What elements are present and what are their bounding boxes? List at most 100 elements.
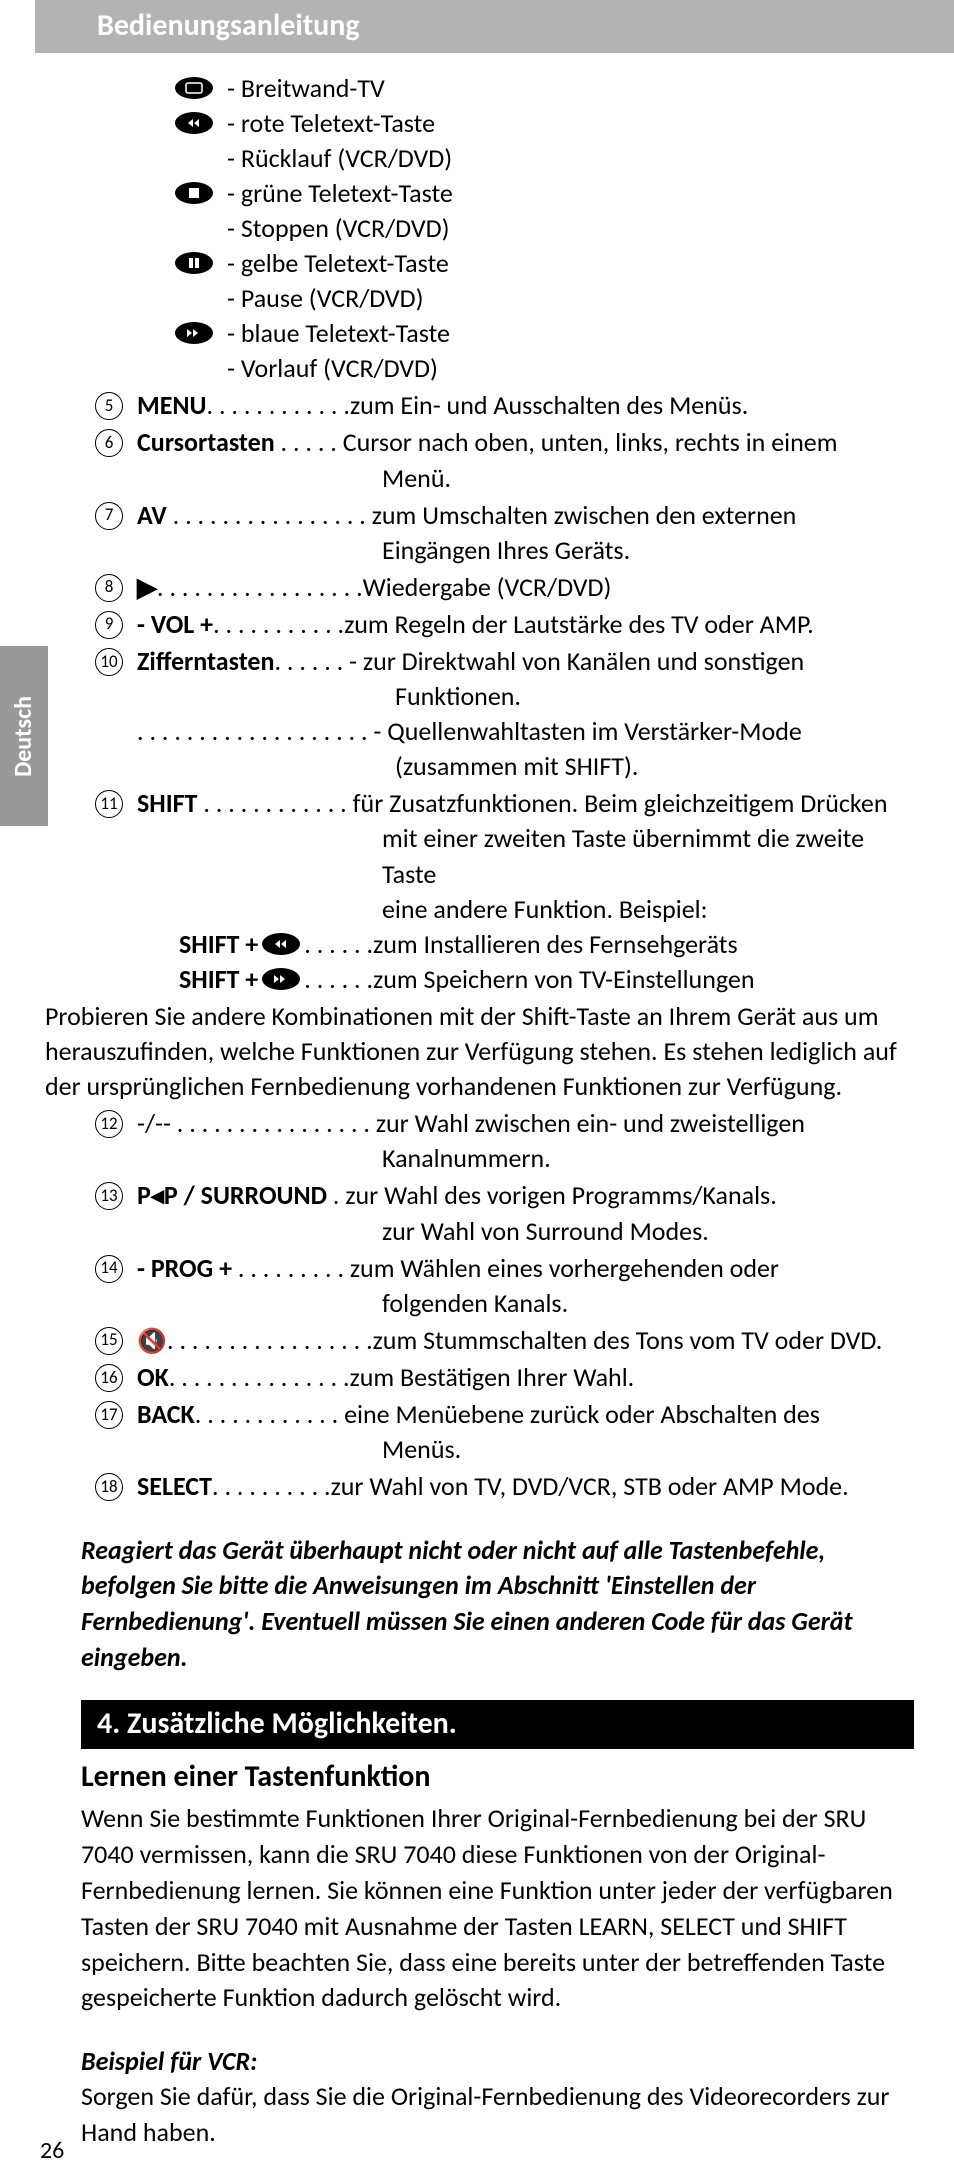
- row-desc: zur Wahl von TV, DVD/VCR, STB oder AMP M…: [331, 1469, 914, 1504]
- play-icon: ▶: [137, 570, 157, 605]
- function-row: 12 -/-- . . . . . . . . . . . . . . . . …: [95, 1106, 914, 1176]
- row-desc: zum Regeln der Lautstärke des TV oder AM…: [344, 607, 914, 642]
- shift-prefix: SHIFT +: [179, 927, 258, 962]
- teletext-row: - Breitwand-TV: [95, 71, 914, 106]
- row-number: 13: [95, 1182, 123, 1210]
- teletext-line: - blaue Teletext-Taste: [227, 316, 914, 351]
- body-paragraph: Sorgen Sie dafür, dass Sie die Original-…: [81, 2079, 914, 2151]
- shift-combo-row: SHIFT + . . . . . . zum Installieren des…: [95, 927, 914, 962]
- row-label: SHIFT: [137, 787, 197, 819]
- forward-icon: [262, 968, 300, 990]
- dots: . . . . . . . . . . . . . . . . .: [157, 570, 363, 605]
- dots: . . . . . . . . . . . . . . .: [169, 1360, 350, 1395]
- function-row: 5 MENU . . . . . . . . . . . . zum Ein- …: [95, 388, 914, 423]
- row-label: - PROG +: [137, 1252, 232, 1284]
- row-number: 9: [95, 611, 123, 639]
- row-label: MENU: [137, 388, 207, 423]
- example-heading: Beispiel für VCR:: [81, 2044, 914, 2079]
- rewind-icon: [262, 933, 300, 955]
- teletext-row: - blaue Teletext-Taste - Vorlauf (VCR/DV…: [95, 316, 914, 386]
- row-label: -/--: [137, 1107, 171, 1139]
- row-desc-cont: Menüs.: [137, 1432, 914, 1467]
- function-row: 8 ▶ . . . . . . . . . . . . . . . . . Wi…: [95, 570, 914, 605]
- dots: . . . . . . . . . .: [212, 1469, 331, 1504]
- row-label: SELECT: [137, 1469, 212, 1504]
- dots: . . . . . .: [304, 927, 373, 962]
- section-heading: 4. Zusätzliche Möglichkeiten.: [81, 1700, 914, 1749]
- mute-icon: 🔇: [137, 1326, 167, 1358]
- row-desc: zum Bestätigen Ihrer Wahl.: [350, 1360, 914, 1395]
- row-number: 17: [95, 1401, 123, 1429]
- row-desc: eine Menüebene zurück oder Abschalten de…: [344, 1398, 820, 1430]
- row-desc-cont: Menü.: [137, 461, 914, 496]
- dots: . . . . . .: [274, 645, 349, 677]
- teletext-line: - rote Teletext-Taste: [227, 106, 914, 141]
- forward-icon: [175, 322, 213, 344]
- row-desc: - zur Direktwahl von Kanälen und sonstig…: [349, 645, 804, 677]
- dots: . . . . . . . . .: [232, 1252, 350, 1284]
- teletext-row: - gelbe Teletext-Taste - Pause (VCR/DVD): [95, 246, 914, 316]
- warning-note: Reagiert das Gerät überhaupt nicht oder …: [81, 1533, 914, 1677]
- page-header: Bedienungsanleitung: [35, 0, 954, 53]
- function-row: 15 🔇 . . . . . . . . . . . . . . . . . z…: [95, 1323, 914, 1358]
- stop-icon: [175, 182, 213, 204]
- row-desc-cont: mit einer zweiten Taste übernimmt die zw…: [137, 821, 914, 891]
- row-desc-cont: Eingängen Ihres Geräts.: [137, 533, 914, 568]
- dots: .: [327, 1179, 345, 1211]
- teletext-line: - grüne Teletext-Taste: [227, 176, 914, 211]
- row-desc: Cursor nach oben, unten, links, rechts i…: [343, 426, 838, 458]
- row-number: 7: [95, 502, 123, 530]
- function-row: 6 Cursortasten . . . . . Cursor nach obe…: [95, 425, 914, 495]
- row-label: OK: [137, 1360, 169, 1395]
- row-desc: zur Wahl zwischen ein- und zweistelligen: [376, 1107, 805, 1139]
- dots: . . . . . . . . . . . . . . . . .: [167, 1323, 373, 1358]
- row-label: - VOL +: [137, 607, 213, 642]
- dots: . . . . . . . . . . . .: [197, 787, 352, 819]
- function-row: 10 Zifferntasten. . . . . . - zur Direkt…: [95, 644, 914, 784]
- shift-desc: zum Installieren des Fernsehgeräts: [373, 927, 738, 962]
- page-number: 26: [40, 2135, 64, 2167]
- row-number: 16: [95, 1364, 123, 1392]
- dots: . . . . . . . . . . . . . . . .: [171, 1107, 376, 1139]
- row-desc-cont: (zusammen mit SHIFT).: [137, 749, 914, 784]
- shift-combo-row: SHIFT + . . . . . . zum Speichern von TV…: [95, 962, 914, 997]
- function-row: 18 SELECT . . . . . . . . . . zur Wahl v…: [95, 1469, 914, 1504]
- function-row: 16 OK . . . . . . . . . . . . . . . zum …: [95, 1360, 914, 1395]
- row-desc-cont: folgenden Kanals.: [137, 1286, 914, 1321]
- row-number: 11: [95, 790, 123, 818]
- dots: . . . . . . . . . . .: [213, 607, 344, 642]
- body-paragraph: Probieren Sie andere Kombinationen mit d…: [45, 999, 914, 1104]
- function-row: 11 SHIFT . . . . . . . . . . . . für Zus…: [95, 786, 914, 926]
- row-number: 12: [95, 1110, 123, 1138]
- content-area: - Breitwand-TV - rote Teletext-Taste - R…: [0, 53, 954, 2152]
- row-desc-cont: zur Wahl von Surround Modes.: [137, 1214, 914, 1249]
- row-desc: Wiedergabe (VCR/DVD): [363, 570, 914, 605]
- widescreen-icon: [175, 77, 213, 99]
- function-row: 9 - VOL + . . . . . . . . . . . zum Rege…: [95, 607, 914, 642]
- language-tab: Deutsch: [0, 646, 48, 826]
- teletext-line: - Breitwand-TV: [227, 71, 914, 106]
- row-number: 14: [95, 1255, 123, 1283]
- function-row: 17 BACK. . . . . . . . . . . . eine Menü…: [95, 1397, 914, 1467]
- row-desc: - Quellenwahltasten im Verstärker-Mode: [373, 715, 801, 747]
- row-label: BACK: [137, 1398, 195, 1430]
- teletext-row: - rote Teletext-Taste - Rücklauf (VCR/DV…: [95, 106, 914, 176]
- rewind-icon: [175, 112, 213, 134]
- function-row: 7 AV . . . . . . . . . . . . . . . . zum…: [95, 498, 914, 568]
- row-label: AV: [137, 499, 167, 531]
- row-desc-cont: Kanalnummern.: [137, 1141, 914, 1176]
- subsection-heading: Lernen einer Tastenfunktion: [81, 1757, 914, 1798]
- body-paragraph: Wenn Sie bestimmte Funktionen Ihrer Orig…: [81, 1801, 914, 2016]
- row-label: Zifferntasten: [137, 645, 274, 677]
- dots: . . . . . .: [304, 962, 373, 997]
- row-desc: zum Stummschalten des Tons vom TV oder D…: [373, 1323, 914, 1358]
- teletext-line: - Pause (VCR/DVD): [227, 281, 914, 316]
- row-number: 18: [95, 1473, 123, 1501]
- row-desc: zur Wahl des vorigen Programms/Kanals.: [345, 1179, 776, 1211]
- dots: . . . . .: [275, 426, 343, 458]
- teletext-line: - gelbe Teletext-Taste: [227, 246, 914, 281]
- dots: . . . . . . . . . . . .: [195, 1398, 344, 1430]
- row-desc: für Zusatzfunktionen. Beim gleichzeitige…: [353, 787, 888, 819]
- row-number: 8: [95, 574, 123, 602]
- language-tab-label: Deutsch: [8, 696, 40, 777]
